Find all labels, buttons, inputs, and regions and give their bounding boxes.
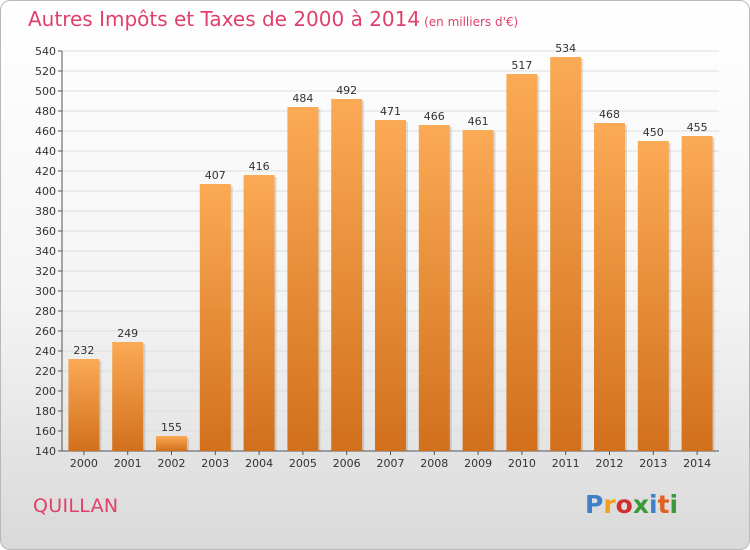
x-tick-label: 2005 [289, 457, 317, 470]
bar [287, 107, 319, 451]
logo-letter: x [632, 490, 649, 519]
y-tick-label: 500 [35, 85, 56, 98]
bar [506, 74, 538, 451]
y-tick-label: 240 [35, 345, 56, 358]
bar-value-label: 450 [643, 126, 664, 139]
bars [68, 57, 715, 451]
bar [112, 342, 144, 451]
logo-letter: i [649, 490, 658, 519]
unit-note: (en milliers d'€) [424, 15, 519, 29]
logo-letter: o [615, 490, 633, 519]
x-tick-label: 2001 [114, 457, 142, 470]
bar-value-label: 468 [599, 108, 620, 121]
bar-value-label: 461 [468, 115, 489, 128]
logo-letter: i [669, 490, 679, 519]
y-tick-label: 420 [35, 165, 56, 178]
bar-value-label: 455 [687, 121, 708, 134]
bar [243, 175, 275, 451]
logo-letter: r [603, 490, 616, 519]
bar-value-label: 534 [555, 42, 576, 55]
logo-letter: P [585, 490, 604, 519]
commune-name: QUILLAN [33, 495, 119, 517]
x-tick-label: 2014 [683, 457, 711, 470]
y-tick-label: 540 [35, 45, 56, 58]
x-tick-label: 2013 [639, 457, 667, 470]
y-tick-label: 520 [35, 65, 56, 78]
bar [418, 125, 450, 451]
bar [331, 99, 363, 451]
x-tick-label: 2006 [333, 457, 361, 470]
proxiti-logo: Proxiti [585, 490, 678, 519]
x-tick-label: 2011 [552, 457, 580, 470]
y-tick-label: 400 [35, 185, 56, 198]
x-tick-label: 2007 [377, 457, 405, 470]
x-tick-label: 2009 [464, 457, 492, 470]
y-tick-label: 160 [35, 425, 56, 438]
y-tick-label: 440 [35, 145, 56, 158]
bar-value-label: 484 [292, 92, 313, 105]
x-tick-label: 2008 [420, 457, 448, 470]
x-tick-label: 2000 [70, 457, 98, 470]
x-tick-label: 2010 [508, 457, 536, 470]
y-tick-label: 280 [35, 305, 56, 318]
bar [594, 123, 625, 451]
bar-value-label: 416 [249, 160, 270, 173]
bar-value-label: 155 [161, 421, 182, 434]
y-tick-label: 200 [35, 385, 56, 398]
x-tick-label: 2002 [158, 457, 186, 470]
bar-value-label: 517 [511, 59, 532, 72]
y-tick-label: 360 [35, 225, 56, 238]
y-tick-label: 460 [35, 125, 56, 138]
bar-value-label: 466 [424, 110, 445, 123]
chart-title: Autres Impôts et Taxes de 2000 à 2014 (en… [28, 7, 519, 31]
bar [375, 120, 406, 451]
bar [681, 136, 713, 451]
bar-value-label: 232 [73, 344, 94, 357]
y-tick-label: 140 [35, 445, 56, 458]
bar [637, 141, 669, 451]
x-tick-label: 2012 [596, 457, 624, 470]
logo-letter: t [657, 490, 670, 519]
bar-value-label: 471 [380, 105, 401, 118]
y-tick-label: 320 [35, 265, 56, 278]
y-tick-label: 380 [35, 205, 56, 218]
y-tick-label: 220 [35, 365, 56, 378]
y-tick-label: 300 [35, 285, 56, 298]
bar [68, 359, 100, 451]
y-tick-label: 260 [35, 325, 56, 338]
bar [462, 130, 494, 451]
bar-value-label: 407 [205, 169, 226, 182]
y-tick-label: 180 [35, 405, 56, 418]
bar [156, 436, 187, 451]
bar-value-label: 249 [117, 327, 138, 340]
y-tick-label: 480 [35, 105, 56, 118]
bar [550, 57, 582, 451]
value-labels: 232 249 155 407 416 484 492 471 466 461 517 534 468 4… [73, 42, 707, 434]
bar [199, 184, 231, 451]
x-tick-label: 2004 [245, 457, 273, 470]
x-tick-label: 2003 [201, 457, 229, 470]
bar-value-label: 492 [336, 84, 357, 97]
y-tick-label: 340 [35, 245, 56, 258]
